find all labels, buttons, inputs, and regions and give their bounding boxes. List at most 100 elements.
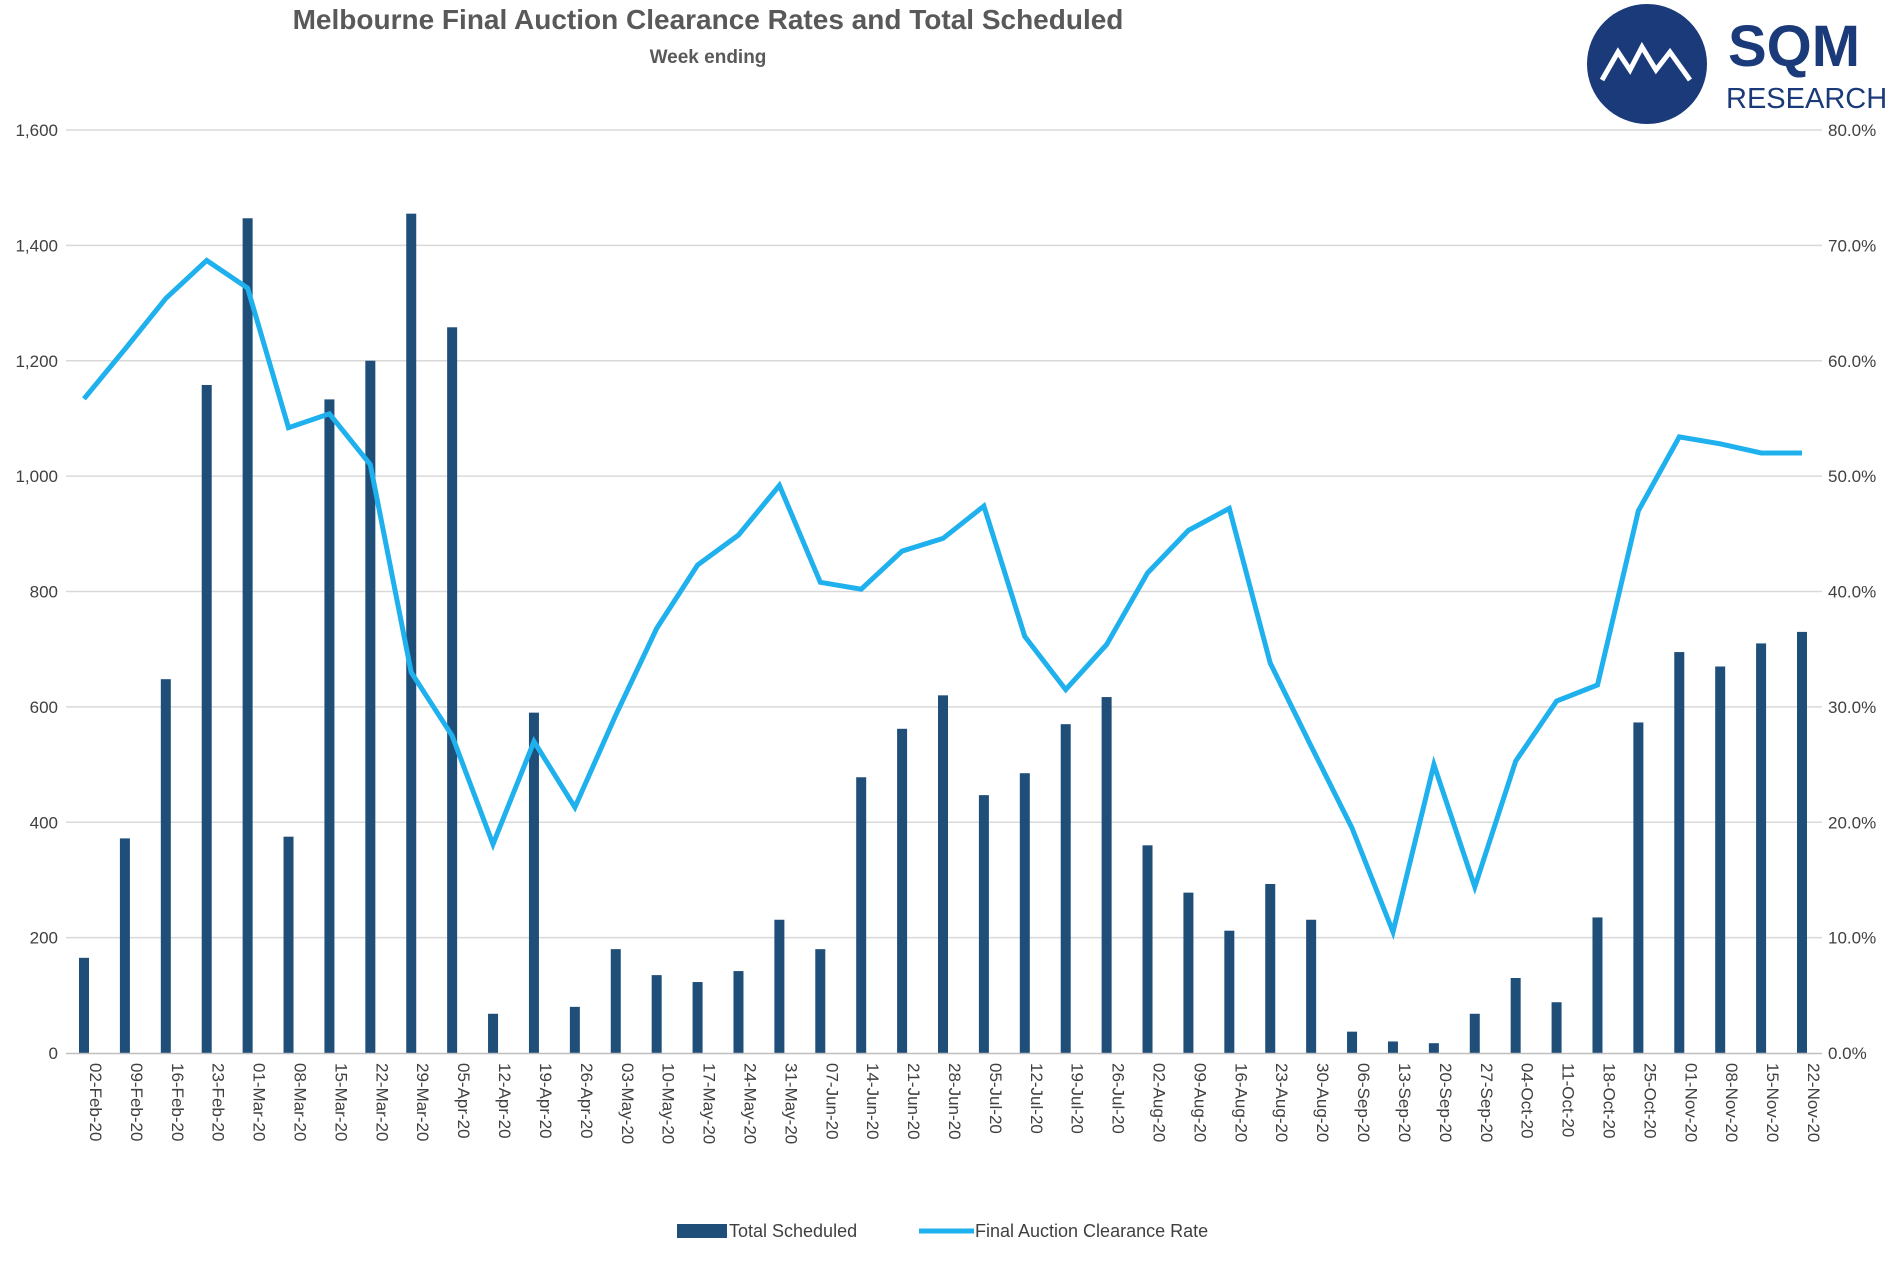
- x-tick-label: 18-Oct-20: [1599, 1063, 1618, 1139]
- bar: [1101, 697, 1112, 1053]
- x-tick-label: 13-Sep-20: [1395, 1063, 1414, 1142]
- x-tick-label: 05-Apr-20: [454, 1063, 473, 1139]
- y-left-tick-label: 1,200: [15, 352, 58, 371]
- x-tick-label: 27-Sep-20: [1477, 1063, 1496, 1142]
- x-tick-label: 02-Aug-20: [1150, 1063, 1169, 1142]
- x-tick-label: 12-Jul-20: [1027, 1063, 1046, 1134]
- bar: [1019, 773, 1030, 1053]
- y-left-tick-label: 1,400: [15, 236, 58, 255]
- bar: [1428, 1043, 1439, 1053]
- x-tick-label: 04-Oct-20: [1518, 1063, 1537, 1139]
- x-tick-label: 07-Jun-20: [822, 1063, 841, 1140]
- chart-title: Melbourne Final Auction Clearance Rates …: [293, 4, 1124, 35]
- bar: [1183, 892, 1194, 1053]
- x-tick-label: 08-Mar-20: [291, 1063, 310, 1141]
- x-tick-label: 28-Jun-20: [945, 1063, 964, 1140]
- y-right-tick-label: 30.0%: [1828, 698, 1876, 717]
- bar: [1142, 845, 1153, 1053]
- y-left-tick-label: 600: [30, 698, 58, 717]
- bar: [283, 836, 294, 1053]
- y-axis-left: 0 200 400 600 800 1,000 1,200 1,400 1,600: [15, 121, 58, 1063]
- bar: [651, 975, 662, 1053]
- bar: [1674, 652, 1685, 1053]
- bar: [815, 949, 826, 1053]
- x-tick-label: 09-Feb-20: [127, 1063, 146, 1141]
- bar: [978, 795, 989, 1053]
- x-tick-label: 01-Nov-20: [1681, 1063, 1700, 1142]
- x-tick-label: 03-May-20: [618, 1063, 637, 1144]
- y-left-tick-label: 1,000: [15, 467, 58, 486]
- x-tick-label: 22-Mar-20: [372, 1063, 391, 1141]
- chart-subtitle: Week ending: [650, 47, 767, 68]
- line-series-clearance-rate: [82, 257, 1803, 941]
- x-axis: 02-Feb-20 09-Feb-20 16-Feb-20 23-Feb-20 01-M…: [86, 1063, 1823, 1144]
- x-tick-label: 02-Feb-20: [86, 1063, 105, 1141]
- bar: [160, 679, 171, 1053]
- x-tick-label: 15-Nov-20: [1763, 1063, 1782, 1142]
- x-tick-label: 26-Jul-20: [1109, 1063, 1128, 1134]
- y-left-tick-label: 200: [30, 929, 58, 948]
- x-tick-label: 12-Apr-20: [495, 1063, 514, 1139]
- logo-tagline: RESEARCH: [1726, 83, 1887, 115]
- y-axis-right: 0.0% 10.0% 20.0% 30.0% 40.0% 50.0% 60.0% 70.0% 8…: [1828, 121, 1876, 1063]
- bar: [1265, 883, 1276, 1053]
- x-tick-label: 16-Feb-20: [168, 1063, 187, 1141]
- y-right-tick-label: 70.0%: [1828, 236, 1876, 255]
- x-tick-label: 26-Apr-20: [577, 1063, 596, 1139]
- bar: [1510, 978, 1521, 1053]
- x-tick-label: 24-May-20: [740, 1063, 759, 1144]
- x-tick-label: 15-Mar-20: [331, 1063, 350, 1141]
- x-tick-label: 29-Mar-20: [413, 1063, 432, 1141]
- y-left-tick-label: 1,600: [15, 121, 58, 140]
- x-tick-label: 19-Apr-20: [536, 1063, 555, 1139]
- bar: [1469, 1013, 1480, 1053]
- sqm-logo: SQM RESEARCH: [1587, 4, 1887, 124]
- bar: [856, 777, 867, 1053]
- legend-label-total-scheduled: Total Scheduled: [729, 1221, 857, 1241]
- bar: [692, 982, 703, 1053]
- bar: [569, 1006, 580, 1053]
- bar: [324, 399, 335, 1053]
- mountain-icon: [1599, 41, 1693, 82]
- y-left-tick-label: 400: [30, 813, 58, 832]
- bar: [488, 1013, 499, 1053]
- y-right-tick-label: 50.0%: [1828, 467, 1876, 486]
- bar: [201, 384, 212, 1053]
- y-right-tick-label: 0.0%: [1828, 1044, 1867, 1063]
- legend-swatch-total-scheduled: [677, 1224, 727, 1238]
- x-tick-label: 14-Jun-20: [863, 1063, 882, 1140]
- x-tick-label: 30-Aug-20: [1313, 1063, 1332, 1142]
- bar: [1592, 917, 1603, 1053]
- y-left-tick-label: 800: [30, 583, 58, 602]
- bar: [733, 971, 744, 1053]
- bar: [365, 360, 376, 1053]
- x-tick-label: 17-May-20: [700, 1063, 719, 1144]
- bar: [1715, 666, 1726, 1053]
- bar: [1797, 631, 1807, 1053]
- y-left-tick-label: 0: [49, 1044, 58, 1063]
- bar: [406, 213, 417, 1054]
- bar-series-total-scheduled: [79, 213, 1807, 1054]
- bar: [774, 919, 785, 1053]
- x-tick-label: 09-Aug-20: [1190, 1063, 1209, 1142]
- x-tick-label: 19-Jul-20: [1068, 1063, 1087, 1134]
- x-tick-label: 31-May-20: [781, 1063, 800, 1144]
- bar: [1756, 643, 1767, 1053]
- bar: [1224, 930, 1235, 1053]
- bar: [1551, 1002, 1562, 1053]
- bar: [1060, 724, 1071, 1053]
- bar: [119, 838, 130, 1053]
- x-tick-label: 23-Aug-20: [1272, 1063, 1291, 1142]
- x-tick-label: 25-Oct-20: [1640, 1063, 1659, 1139]
- y-right-tick-label: 40.0%: [1828, 583, 1876, 602]
- logo-name: SQM: [1728, 14, 1860, 79]
- x-tick-label: 01-Mar-20: [250, 1063, 269, 1141]
- logo-circle-icon: [1587, 4, 1707, 124]
- legend: Total Scheduled Final Auction Clearance …: [677, 1221, 1208, 1241]
- bar: [242, 218, 253, 1054]
- y-right-tick-label: 10.0%: [1828, 929, 1876, 948]
- bar: [610, 949, 621, 1053]
- gridlines: [66, 129, 1822, 939]
- bar: [79, 957, 89, 1053]
